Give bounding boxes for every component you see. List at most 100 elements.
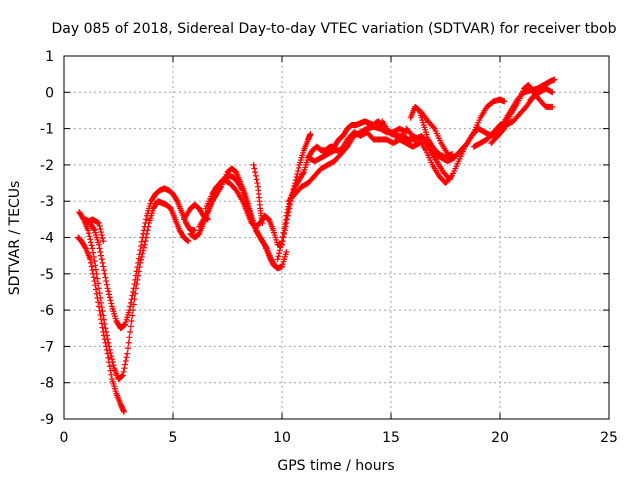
- data-point: [138, 238, 145, 245]
- data-point: [91, 258, 98, 265]
- data-point: [99, 308, 106, 315]
- data-point: [131, 281, 138, 288]
- data-point: [123, 354, 130, 361]
- data-point: [95, 241, 102, 248]
- data-point: [87, 239, 94, 246]
- data-point: [88, 263, 95, 270]
- data-point: [140, 230, 147, 237]
- data-point: [108, 356, 115, 363]
- data-point: [106, 343, 113, 350]
- data-point: [127, 303, 134, 310]
- data-point: [280, 234, 287, 241]
- data-point: [232, 186, 239, 193]
- data-point: [97, 295, 104, 301]
- data-point: [279, 238, 286, 245]
- data-point: [282, 223, 289, 230]
- x-tick-label: 5: [169, 430, 178, 446]
- data-point: [281, 230, 288, 237]
- x-tick-label: 25: [600, 430, 618, 446]
- data-points: [75, 76, 558, 415]
- data-point: [278, 241, 285, 248]
- data-point: [549, 103, 556, 110]
- x-tick-label: 10: [273, 430, 291, 446]
- data-point: [79, 215, 86, 222]
- data-point: [294, 167, 301, 174]
- data-point: [90, 249, 97, 256]
- data-point: [107, 367, 114, 374]
- data-point: [173, 196, 180, 203]
- data-point: [130, 285, 137, 292]
- data-point: [259, 219, 266, 226]
- data-point: [108, 353, 115, 360]
- data-point: [87, 259, 94, 266]
- y-tick-label: -6: [40, 303, 54, 319]
- data-point: [108, 371, 115, 378]
- data-point: [129, 292, 136, 299]
- data-point: [96, 245, 103, 252]
- data-point: [100, 267, 107, 274]
- chart-title: Day 085 of 2018, Sidereal Day-to-day VTE…: [51, 21, 616, 37]
- data-point: [96, 223, 103, 230]
- data-point: [98, 252, 105, 259]
- data-point: [100, 238, 107, 245]
- data-point: [95, 219, 102, 226]
- data-point: [120, 368, 127, 375]
- data-point: [122, 357, 129, 364]
- data-point: [547, 78, 554, 85]
- data-point: [274, 256, 281, 263]
- data-point: [142, 238, 149, 245]
- data-point: [548, 88, 555, 95]
- y-tick-label: -1: [40, 122, 54, 138]
- data-point: [293, 174, 300, 180]
- data-point: [98, 229, 105, 236]
- data-point: [103, 332, 110, 339]
- data-point: [105, 288, 112, 295]
- data-point: [97, 311, 104, 318]
- data-point: [141, 223, 148, 230]
- data-point: [271, 262, 278, 269]
- data-point: [281, 227, 288, 234]
- data-point: [134, 264, 141, 271]
- data-point: [104, 350, 111, 357]
- y-tick-label: -8: [40, 376, 54, 392]
- data-point: [125, 339, 132, 346]
- data-point: [127, 299, 134, 306]
- data-point: [292, 177, 299, 184]
- data-point: [97, 249, 104, 256]
- data-point: [84, 227, 91, 234]
- data-point: [285, 209, 292, 216]
- data-point: [549, 89, 556, 96]
- data-point: [279, 241, 285, 248]
- data-point: [294, 170, 301, 177]
- data-point: [291, 183, 298, 190]
- data-point: [139, 234, 146, 241]
- data-point: [121, 365, 128, 372]
- data-point: [102, 325, 109, 332]
- data-point: [252, 169, 259, 176]
- data-point: [95, 280, 102, 287]
- y-tick-label: -2: [40, 158, 54, 174]
- data-point: [276, 250, 283, 257]
- data-point: [95, 285, 102, 292]
- data-point: [98, 316, 105, 323]
- data-point: [126, 334, 133, 341]
- data-point: [140, 227, 147, 234]
- data-point: [104, 336, 111, 343]
- data-point: [121, 322, 128, 329]
- data-point: [136, 251, 143, 258]
- data-point: [263, 244, 270, 251]
- data-point: [446, 176, 453, 183]
- data-point: [103, 328, 110, 335]
- data-point: [128, 296, 135, 303]
- data-point: [124, 350, 131, 357]
- data-point: [90, 274, 97, 281]
- y-tick-label: -9: [40, 412, 54, 428]
- data-point: [108, 300, 115, 307]
- x-tick-labels: 0 5 10 15 20 25: [60, 430, 618, 446]
- data-point: [96, 307, 103, 314]
- data-point: [94, 275, 101, 282]
- data-point: [551, 76, 558, 83]
- data-point: [445, 175, 452, 182]
- data-point: [86, 233, 93, 240]
- data-point: [90, 226, 97, 233]
